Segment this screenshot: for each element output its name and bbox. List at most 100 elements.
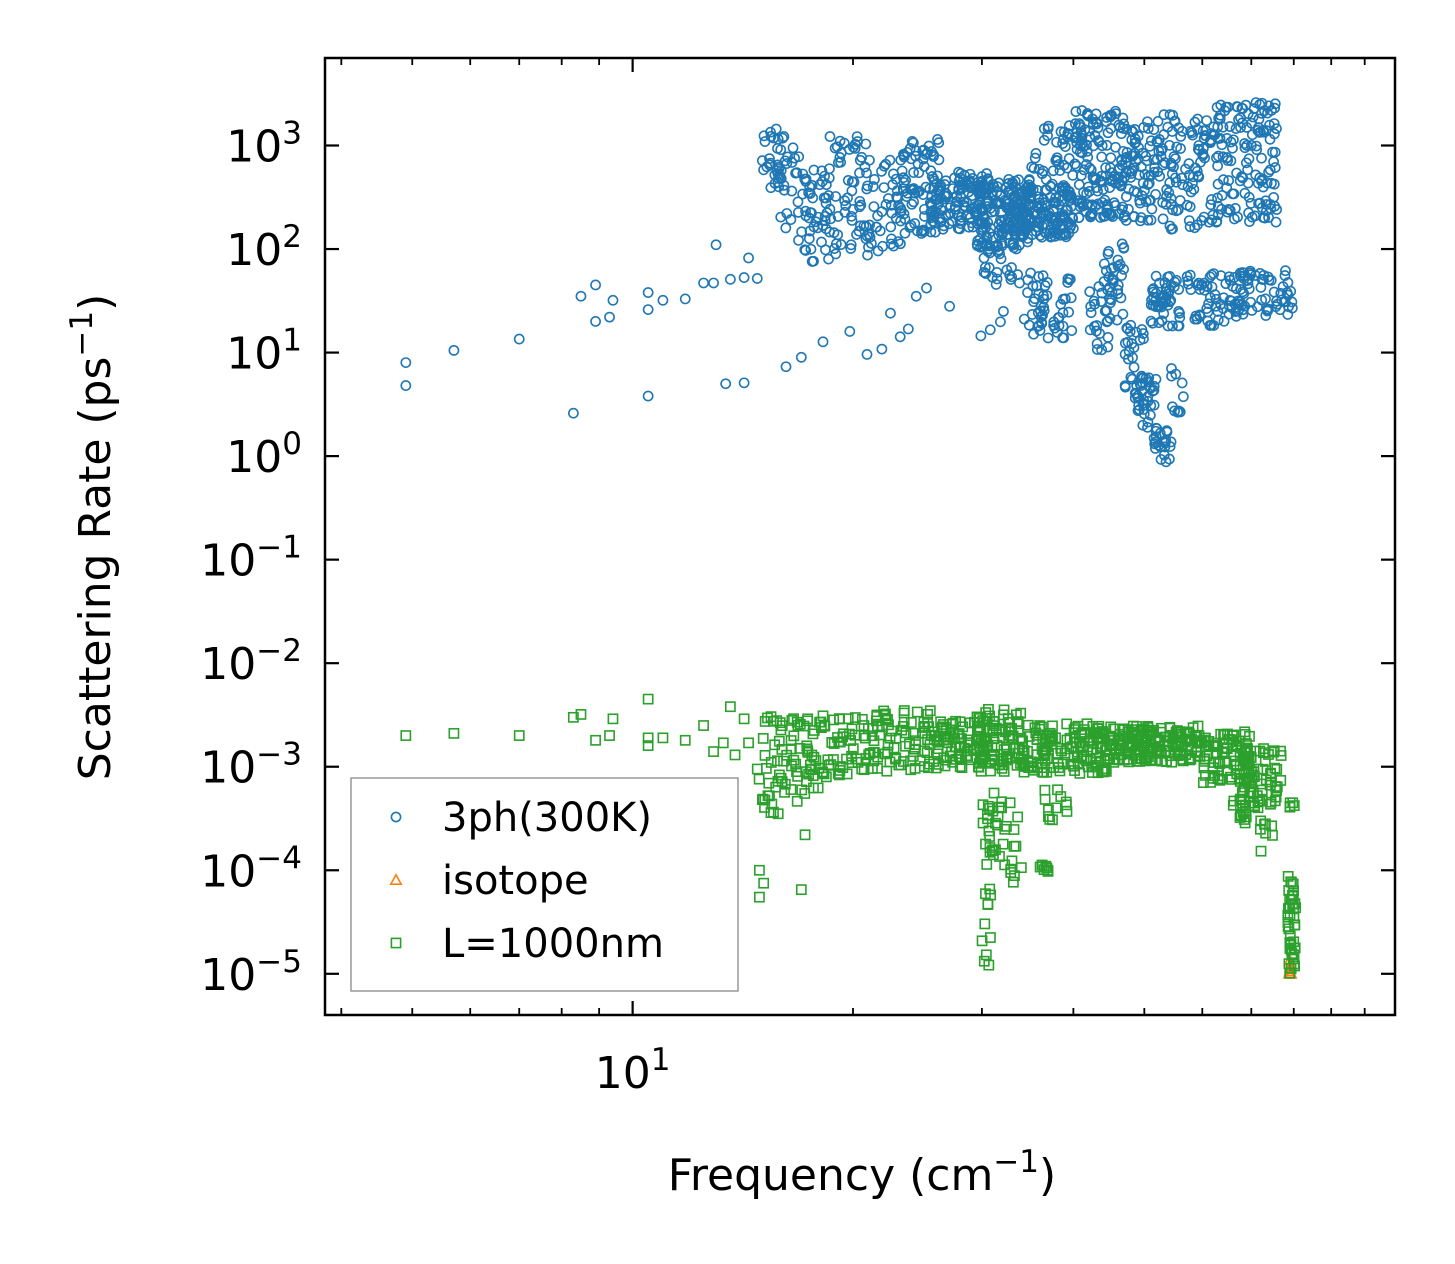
data-point: [995, 316, 1006, 328]
data-point: [890, 753, 901, 765]
data-point: [1232, 305, 1244, 317]
data-point: [1138, 333, 1149, 345]
data-point: [1232, 211, 1243, 223]
data-point: [849, 143, 861, 154]
data-point: [743, 737, 754, 749]
data-point: [1153, 317, 1165, 329]
data-point: [1063, 306, 1075, 318]
data-point: [1196, 215, 1208, 226]
legend-label: L=1000nm: [442, 921, 664, 967]
data-point: [904, 143, 916, 154]
data-point: [757, 733, 769, 744]
data-point: [918, 722, 929, 733]
data-point: [782, 151, 793, 163]
data-point: [874, 729, 886, 741]
data-point: [765, 182, 777, 194]
data-point: [962, 752, 974, 763]
data-point: [921, 147, 933, 159]
data-point: [800, 245, 812, 256]
legend: 3ph(300K) isotope L=1000nm: [350, 777, 739, 992]
data-point: [996, 724, 1008, 736]
data-point: [977, 204, 989, 215]
data-point: [1162, 320, 1174, 332]
legend-label: 3ph(300K): [442, 795, 652, 841]
data-point: [985, 932, 996, 943]
data-point: [1042, 120, 1054, 132]
data-point: [985, 222, 997, 234]
data-point: [867, 181, 879, 192]
data-point: [978, 736, 990, 748]
data-point: [1139, 184, 1150, 196]
data-point: [1082, 110, 1094, 122]
data-point: [1066, 325, 1078, 336]
data-point: [898, 177, 910, 188]
data-point: [1221, 132, 1233, 144]
data-point: [1287, 898, 1299, 910]
data-point: [1230, 310, 1242, 322]
data-point: [738, 377, 750, 389]
data-point: [1057, 185, 1069, 196]
data-point: [1227, 736, 1239, 748]
data-point: [802, 713, 814, 725]
data-point: [1136, 385, 1148, 397]
data-point: [940, 175, 952, 187]
data-point: [1172, 750, 1184, 761]
data-point: [1265, 768, 1276, 780]
data-point: [1258, 747, 1269, 759]
data-point: [1267, 829, 1278, 841]
data-point: [1054, 229, 1066, 241]
data-point: [1186, 127, 1198, 139]
data-point: [944, 730, 956, 742]
data-point: [1252, 177, 1264, 189]
data-point: [963, 186, 974, 198]
data-point: [1270, 216, 1282, 228]
data-point: [900, 174, 912, 186]
data-point: [892, 192, 904, 204]
data-point: [1254, 795, 1266, 807]
data-point: [991, 241, 1003, 253]
data-point: [1084, 286, 1096, 298]
data-point: [1208, 268, 1220, 279]
data-point: [788, 713, 799, 725]
data-point: [862, 249, 873, 261]
data-point: [1163, 187, 1175, 198]
data-point: [1138, 408, 1150, 420]
data-point: [1184, 221, 1196, 233]
data-point: [768, 132, 780, 144]
data-point: [858, 764, 870, 776]
data-point: [773, 173, 784, 184]
data-point: [894, 331, 906, 343]
data-point: [1092, 122, 1104, 134]
data-point: [1173, 122, 1185, 134]
data-point: [842, 713, 854, 725]
data-point: [729, 749, 741, 761]
data-point: [1026, 161, 1038, 173]
data-point: [863, 241, 874, 253]
data-point: [1069, 118, 1081, 130]
data-point: [980, 268, 992, 279]
data-point: [771, 755, 783, 767]
data-point: [982, 813, 993, 825]
data-point: [1212, 209, 1224, 221]
data-point: [1254, 197, 1266, 209]
data-point: [1038, 745, 1049, 757]
data-point: [1117, 308, 1129, 320]
data-point: [1038, 134, 1050, 146]
data-point: [1269, 102, 1281, 114]
data-point: [762, 712, 773, 724]
data-point: [852, 756, 864, 768]
data-point: [1048, 196, 1060, 208]
data-point: [919, 720, 931, 732]
data-point: [708, 746, 719, 757]
data-point: [1289, 919, 1301, 931]
data-point: [808, 164, 820, 176]
legend-label: isotope: [442, 858, 589, 904]
data-point: [988, 716, 1000, 727]
data-point: [400, 730, 412, 741]
data-point: [856, 713, 868, 725]
data-point: [1183, 158, 1195, 170]
data-point: [854, 201, 865, 213]
data-point: [832, 157, 844, 168]
data-point: [808, 751, 820, 763]
data-point: [1026, 309, 1038, 320]
